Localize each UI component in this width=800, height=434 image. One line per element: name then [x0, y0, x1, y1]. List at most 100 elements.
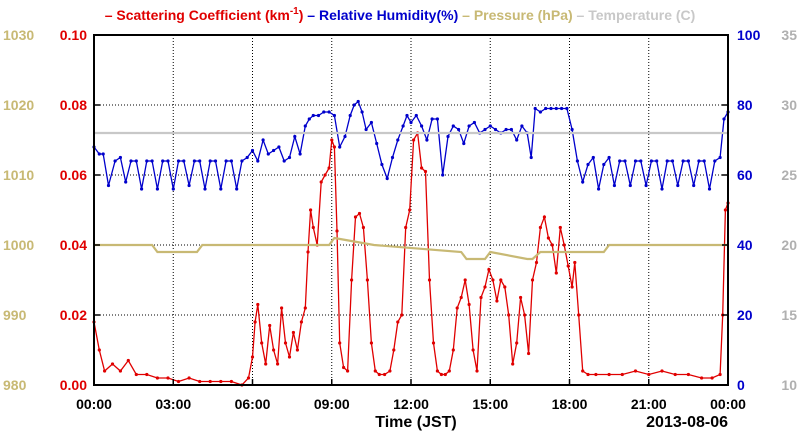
- scattering-coefficient-line: [93, 130, 729, 386]
- scattering-coefficient-point: [620, 372, 624, 377]
- scattering-coefficient-point: [219, 379, 223, 384]
- scattering-coefficient-point: [118, 369, 122, 373]
- relative-humidity-point: [343, 134, 347, 139]
- scattering-coefficient-point: [260, 341, 264, 345]
- scattering-coefficient-point: [718, 372, 722, 377]
- scattering-coefficient-point: [309, 208, 313, 212]
- legend-suffix: ): [299, 7, 304, 23]
- scattering-coefficient-point: [511, 362, 515, 366]
- relative-humidity-point: [649, 159, 654, 163]
- scattering-tick-label: 0.00: [60, 377, 87, 393]
- relative-humidity-point: [380, 162, 384, 167]
- series-layer: [92, 99, 730, 387]
- scattering-coefficient-point: [280, 306, 284, 310]
- relative-humidity-point: [488, 124, 492, 128]
- scattering-coefficient-point: [479, 295, 483, 300]
- relative-humidity-point: [219, 187, 223, 191]
- scattering-coefficient-point: [483, 285, 487, 289]
- relative-humidity-point: [256, 159, 260, 163]
- scattering-coefficient-point: [475, 369, 479, 373]
- relative-humidity-point: [287, 155, 292, 160]
- scattering-coefficient-point: [554, 271, 558, 275]
- scattering-coefficient-point: [558, 225, 562, 230]
- scattering-coefficient-point: [723, 208, 728, 212]
- relative-humidity-point: [293, 134, 297, 139]
- relative-humidity-point: [338, 145, 342, 149]
- relative-humidity-point: [311, 113, 315, 118]
- scattering-coefficient-point: [392, 348, 396, 352]
- scattering-coefficient-point: [423, 169, 428, 174]
- relative-humidity-point: [457, 127, 461, 132]
- relative-humidity-point: [129, 159, 133, 163]
- relative-humidity-point: [430, 117, 434, 121]
- relative-humidity-point: [544, 106, 548, 111]
- relative-humidity-point: [208, 159, 212, 163]
- relative-humidity-point: [176, 159, 181, 163]
- scattering-coefficient-point: [377, 372, 381, 377]
- relative-humidity-point: [483, 127, 487, 132]
- scattering-coefficient-point: [388, 369, 392, 373]
- temperature-tick-label: 15: [781, 307, 797, 323]
- scattering-coefficient-point: [420, 166, 424, 170]
- humidity-tick-label: 60: [737, 167, 753, 183]
- relative-humidity-point: [575, 159, 580, 163]
- relative-humidity-point: [414, 113, 418, 118]
- scattering-coefficient-point: [534, 260, 539, 265]
- scattering-coefficient-point: [350, 278, 354, 282]
- relative-humidity-point: [161, 159, 165, 163]
- scattering-coefficient-point: [166, 376, 170, 380]
- scattering-coefficient-point: [673, 372, 677, 377]
- relative-humidity-point: [451, 124, 455, 128]
- scattering-coefficient-point: [400, 313, 404, 317]
- relative-humidity-point: [607, 155, 611, 160]
- relative-humidity-point: [504, 127, 508, 132]
- scattering-coefficient-point: [250, 355, 255, 359]
- relative-humidity-point: [316, 113, 321, 118]
- scattering-coefficient-point: [459, 295, 463, 300]
- x-tick-label: 00:00: [76, 396, 112, 412]
- scattering-coefficient-point: [581, 369, 585, 373]
- relative-humidity-point: [702, 159, 706, 163]
- relative-humidity-point: [670, 159, 675, 163]
- relative-humidity-point: [697, 159, 701, 163]
- scattering-coefficient-point: [155, 376, 159, 380]
- relative-humidity-point: [224, 159, 228, 163]
- relative-humidity-point: [307, 117, 311, 121]
- relative-humidity-point: [182, 159, 186, 163]
- scattering-coefficient-point: [542, 215, 547, 219]
- relative-humidity-point: [101, 152, 105, 156]
- relative-humidity-point: [272, 148, 276, 153]
- scattering-coefficient-point: [357, 211, 362, 216]
- legend-item: – Temperature (C): [573, 7, 696, 23]
- relative-humidity-point: [356, 99, 360, 104]
- scattering-coefficient-point: [323, 173, 327, 177]
- scattering-coefficient-point: [495, 299, 499, 303]
- relative-humidity-point: [213, 159, 218, 163]
- scattering-coefficient-point: [246, 376, 251, 380]
- x-tick-label: 00:00: [710, 396, 746, 412]
- relative-humidity-point: [420, 124, 424, 128]
- scattering-coefficient-point: [435, 369, 439, 373]
- relative-humidity-point: [396, 138, 400, 142]
- scattering-coefficient-point: [515, 341, 519, 345]
- relative-humidity-point: [245, 155, 249, 160]
- relative-humidity-point: [446, 134, 450, 139]
- relative-humidity-point: [171, 187, 175, 191]
- scattering-coefficient-point: [467, 302, 471, 307]
- scattering-coefficient-point: [306, 250, 310, 254]
- relative-humidity-point: [681, 159, 685, 163]
- scattering-coefficient-point: [338, 341, 342, 345]
- scattering-coefficient-point: [586, 372, 590, 377]
- scattering-coefficient-point: [607, 372, 611, 377]
- scattering-coefficient-point: [491, 278, 495, 282]
- relative-humidity-point: [425, 138, 429, 142]
- scattering-coefficient-point: [538, 225, 543, 230]
- relative-humidity-point: [97, 152, 101, 156]
- x-tick-label: 03:00: [155, 396, 191, 412]
- relative-humidity-point: [722, 117, 726, 121]
- humidity-tick-label: 20: [737, 307, 753, 323]
- relative-humidity-point: [529, 155, 533, 160]
- scattering-coefficient-point: [487, 267, 491, 272]
- scattering-coefficient-point: [361, 225, 365, 230]
- relative-humidity-point: [639, 159, 643, 163]
